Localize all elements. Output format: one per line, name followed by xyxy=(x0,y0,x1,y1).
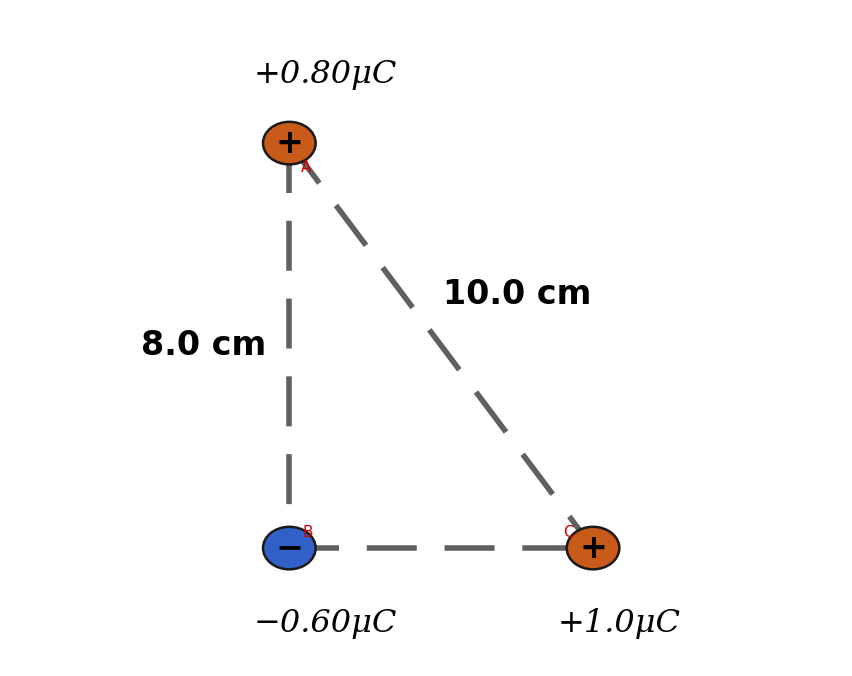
Text: −: − xyxy=(275,531,303,564)
Text: A: A xyxy=(301,160,311,174)
Text: 10.0 cm: 10.0 cm xyxy=(443,279,591,312)
Ellipse shape xyxy=(567,527,619,569)
Text: +: + xyxy=(275,126,303,160)
Text: +0.80μC: +0.80μC xyxy=(254,59,397,91)
Text: C: C xyxy=(562,525,573,541)
Text: 8.0 cm: 8.0 cm xyxy=(141,329,266,362)
Text: B: B xyxy=(303,525,314,541)
Ellipse shape xyxy=(263,122,315,164)
Text: −0.60μC: −0.60μC xyxy=(254,608,397,639)
Text: +1.0μC: +1.0μC xyxy=(557,608,681,639)
Ellipse shape xyxy=(263,527,315,569)
Text: +: + xyxy=(579,531,607,564)
